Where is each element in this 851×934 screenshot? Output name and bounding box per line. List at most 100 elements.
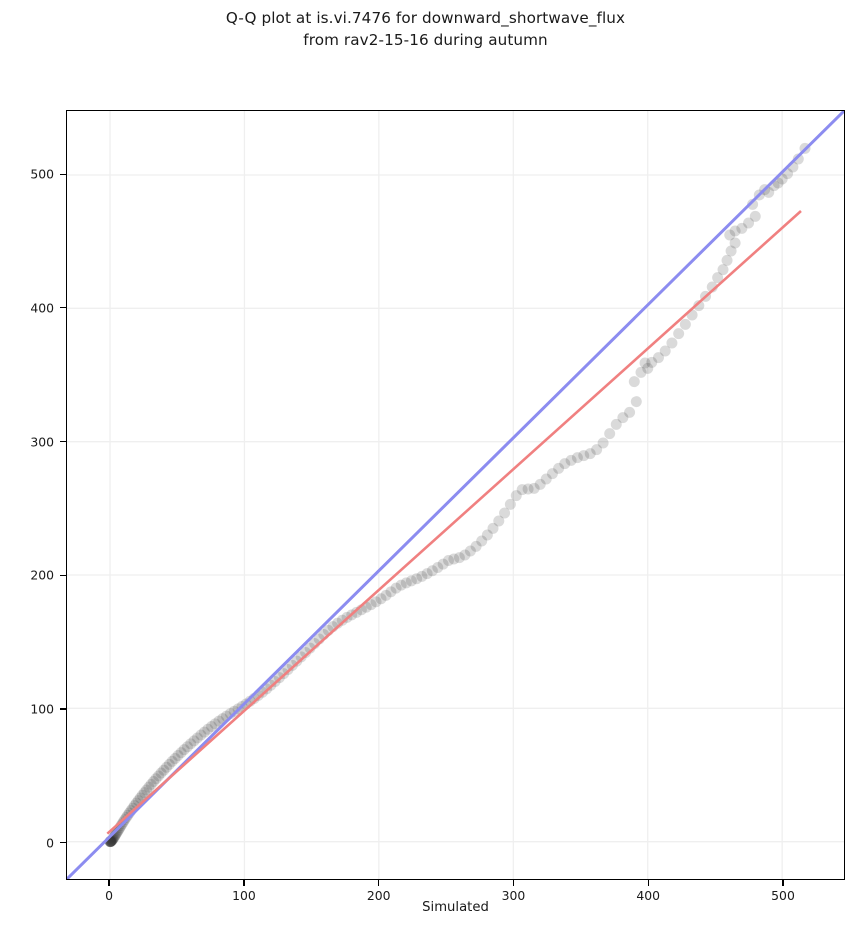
scatter-point: [150, 773, 162, 785]
scatter-point: [390, 582, 402, 594]
scatter-point: [300, 646, 312, 658]
scatter-point: [400, 577, 412, 589]
scatter-point: [380, 589, 392, 601]
y-tick-label: 300: [30, 434, 54, 450]
scatter-point: [295, 651, 307, 663]
scatter-point: [546, 468, 558, 480]
scatter-point: [679, 318, 691, 330]
scatter-point: [185, 738, 197, 750]
scatter-point: [188, 735, 200, 747]
scatter-point: [459, 549, 471, 561]
scatter-point: [476, 535, 488, 547]
scatter-point: [591, 444, 603, 456]
x-tick-mark: [108, 880, 110, 886]
scatter-point: [729, 237, 741, 249]
scatter-point: [141, 784, 153, 796]
identity-line: [67, 111, 844, 879]
scatter-point: [153, 770, 165, 782]
x-tick-label: 300: [501, 888, 526, 903]
scatter-point: [635, 366, 647, 378]
scatter-point: [111, 826, 123, 838]
scatter-point: [578, 450, 590, 462]
scatter-point: [630, 396, 642, 408]
scatter-point: [499, 507, 511, 519]
y-tick-label: 500: [30, 166, 54, 182]
scatter-point: [291, 655, 303, 667]
scatter-point: [584, 448, 596, 460]
x-tick-mark: [647, 880, 649, 886]
scatter-point: [673, 328, 685, 340]
scatter-point: [646, 356, 658, 368]
scatter-point: [666, 337, 678, 349]
scatter-point: [553, 462, 565, 474]
scatter-point: [610, 418, 622, 430]
scatter-point: [597, 437, 609, 449]
scatter-point: [395, 579, 407, 591]
plot-area: [66, 110, 845, 880]
scatter-point: [617, 412, 629, 424]
x-axis-label: Simulated: [422, 900, 489, 915]
scatter-point: [191, 732, 203, 744]
scatter-point: [443, 554, 454, 566]
scatter-point: [453, 552, 465, 564]
scatter-point: [136, 789, 148, 801]
scatter-point: [559, 458, 571, 470]
scatter-point: [209, 718, 221, 730]
scatter-point: [155, 767, 167, 779]
scatter-point: [148, 776, 160, 788]
scatter-point: [336, 614, 348, 626]
scatter-point: [202, 723, 214, 735]
plot-canvas: [67, 111, 844, 879]
x-tick-label: 100: [232, 888, 256, 903]
x-tick-mark: [243, 880, 245, 886]
scatter-point: [286, 659, 298, 671]
scatter-point: [724, 229, 736, 241]
scatter-point: [370, 596, 382, 608]
scatter-point: [481, 529, 493, 541]
scatter-point: [385, 586, 397, 598]
scatter-point: [198, 726, 210, 738]
regression-line: [106, 210, 802, 835]
scatter-point: [725, 245, 737, 257]
y-tick-label: 200: [30, 567, 54, 583]
scatter-point: [448, 553, 460, 565]
x-tick-label: 0: [105, 888, 114, 903]
scatter-point: [169, 752, 181, 764]
x-tick-label: 200: [366, 888, 391, 903]
scatter-point: [624, 406, 636, 418]
scatter-point: [639, 357, 651, 369]
scatter-point: [721, 254, 733, 266]
y-tick-mark: [60, 708, 66, 710]
scatter-point: [421, 568, 433, 580]
scatter-point: [504, 498, 516, 510]
scatter-point: [565, 454, 577, 466]
reference-lines: [67, 111, 844, 879]
scatter-point: [375, 593, 387, 605]
x-tick-mark: [378, 880, 380, 886]
scatter-point: [178, 744, 190, 756]
scatter-point: [743, 217, 755, 229]
scatter-point: [138, 787, 150, 799]
scatter-point: [145, 778, 157, 790]
scatter-point: [160, 761, 172, 773]
scatter-point: [464, 545, 476, 557]
gridlines: [67, 111, 844, 879]
y-tick-label: 100: [30, 701, 54, 717]
scatter-point: [510, 490, 522, 502]
scatter-point: [571, 452, 583, 464]
scatter-point: [158, 764, 170, 776]
scatter-point: [522, 483, 534, 495]
scatter-point: [642, 362, 654, 374]
scatter-point: [166, 755, 178, 767]
scatter-point: [729, 225, 741, 237]
scatter-point: [175, 747, 187, 759]
x-tick-mark: [782, 880, 784, 886]
y-tick-label: 0: [46, 835, 54, 851]
scatter-point: [493, 515, 505, 527]
y-tick-mark: [60, 574, 66, 576]
scatter-point: [195, 729, 207, 741]
y-tick-mark: [60, 307, 66, 309]
scatter-point: [736, 222, 748, 234]
scatter-point: [411, 573, 423, 585]
